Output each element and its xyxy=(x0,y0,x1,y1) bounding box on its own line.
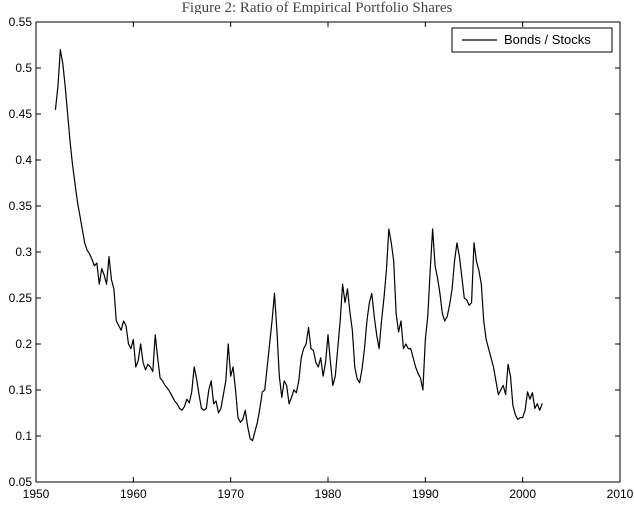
x-tick-label: 1960 xyxy=(120,487,147,501)
x-tick-label: 1970 xyxy=(217,487,244,501)
x-tick-label: 2010 xyxy=(607,487,634,501)
y-tick-label: 0.15 xyxy=(9,383,33,397)
x-tick-label: 1990 xyxy=(412,487,439,501)
y-tick-label: 0.55 xyxy=(9,15,33,29)
y-tick-label: 0.2 xyxy=(15,337,32,351)
legend-label: Bonds / Stocks xyxy=(504,32,591,47)
y-tick-label: 0.4 xyxy=(15,153,32,167)
x-tick-label: 1950 xyxy=(23,487,50,501)
y-tick-label: 0.5 xyxy=(15,61,32,75)
y-tick-label: 0.05 xyxy=(9,475,33,489)
x-tick-label: 2000 xyxy=(509,487,536,501)
y-tick-label: 0.35 xyxy=(9,199,33,213)
x-tick-label: 1980 xyxy=(315,487,342,501)
plot-area: 1950 1960 1970 1980 1990 2000 2010 0.05 0.1 0.15 0… xyxy=(0,14,634,512)
y-tick-label: 0.3 xyxy=(15,245,32,259)
line-chart: 1950 1960 1970 1980 1990 2000 2010 0.05 0.1 0.15 0… xyxy=(0,14,634,512)
y-tick-label: 0.1 xyxy=(15,429,32,443)
y-tick-label: 0.45 xyxy=(9,107,33,121)
y-tick-label: 0.25 xyxy=(9,291,33,305)
figure-container: Figure 2: Ratio of Empirical Portfolio S… xyxy=(0,0,634,512)
